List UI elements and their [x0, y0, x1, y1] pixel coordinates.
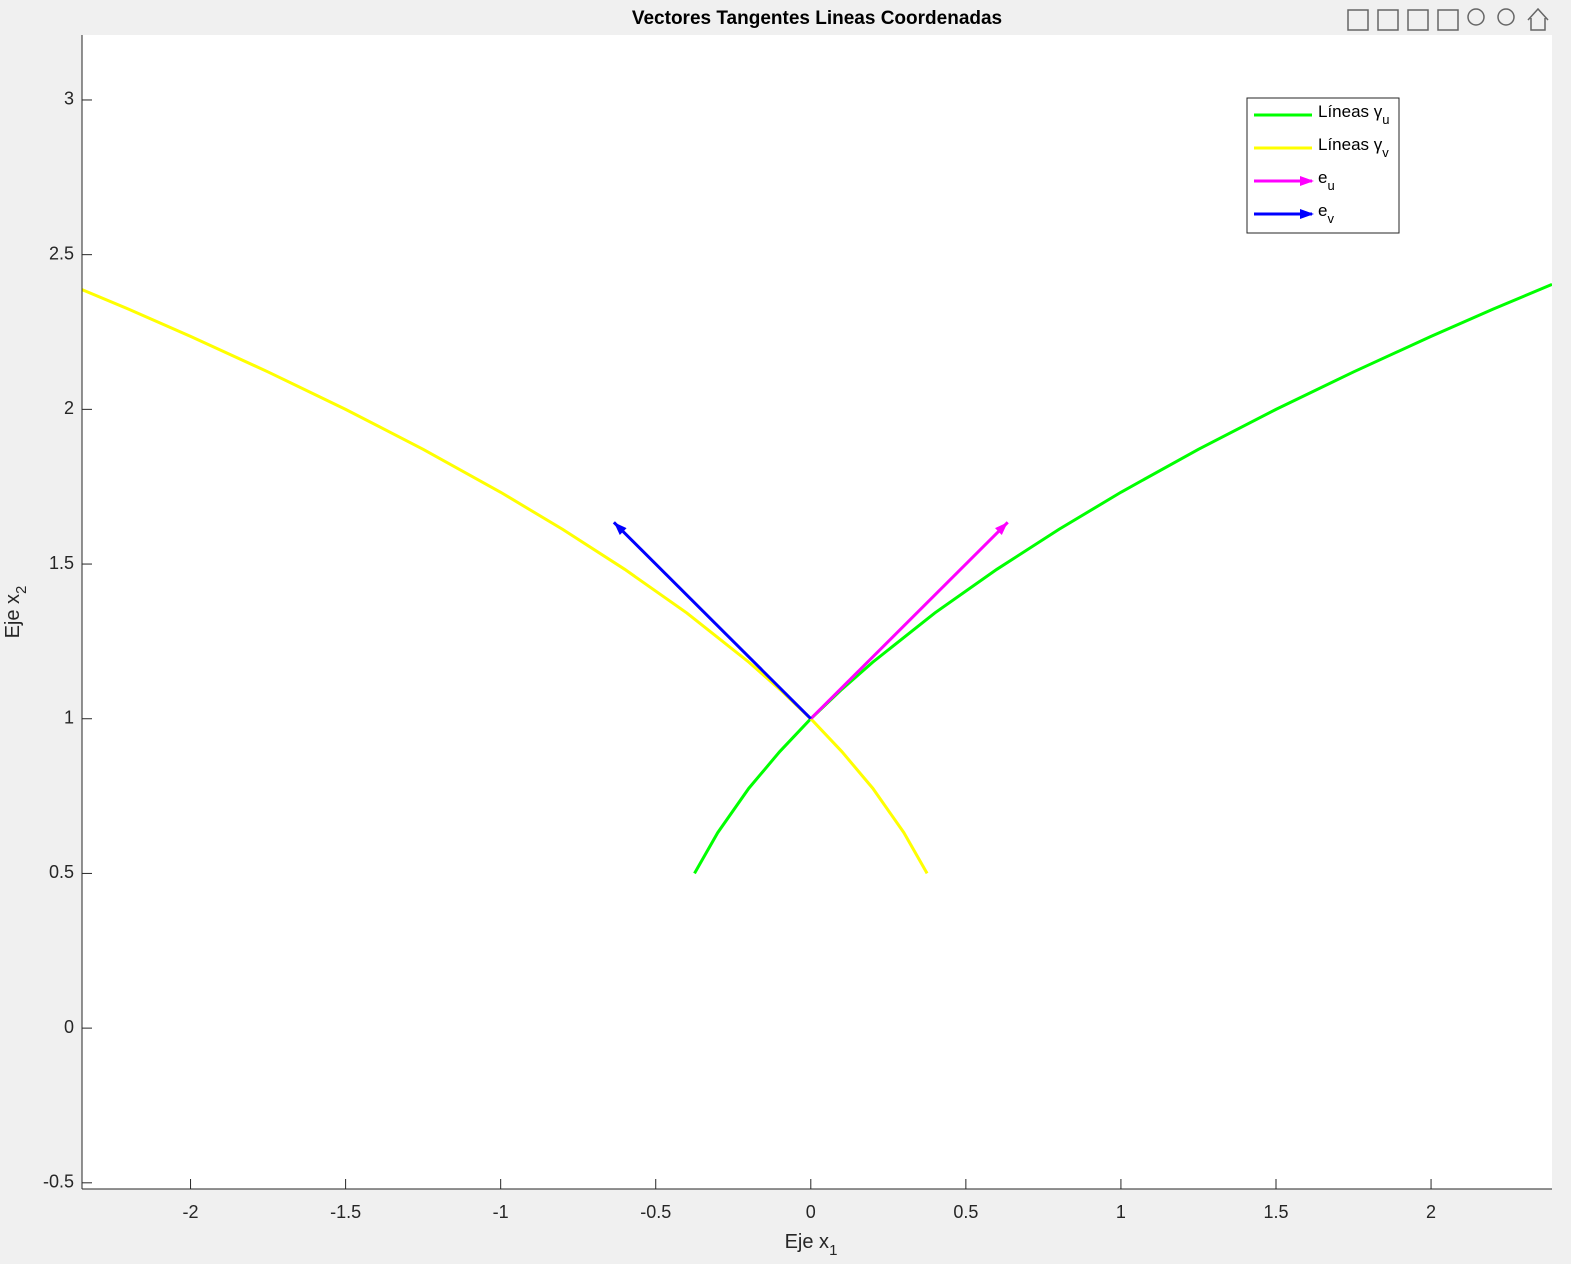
x-tick-label: 1.5: [1263, 1202, 1288, 1222]
x-tick-label: -1.5: [330, 1202, 361, 1222]
toolbar-legend[interactable]: [1407, 9, 1429, 31]
toolbar-edit[interactable]: [1347, 9, 1369, 31]
plot-area: [82, 282, 1552, 875]
legend-box: [1246, 97, 1400, 234]
legend-label-text: e: [1318, 201, 1327, 220]
legend-label: Líneas γu: [1318, 102, 1390, 127]
legend-label-subscript: u: [1382, 112, 1389, 127]
x-tick-label: -2: [183, 1202, 199, 1222]
toolbar-zoom-in[interactable]: [1467, 8, 1485, 26]
legend-label-text: Líneas γ: [1318, 135, 1383, 154]
x-tick-label: 0: [806, 1202, 816, 1222]
arrow-head: [613, 522, 627, 535]
x-tick-label: 1: [1116, 1202, 1126, 1222]
legend-label: eu: [1318, 168, 1335, 193]
y-axis-label: Eje x2: [2, 586, 30, 639]
x-axis-label: Eje x1: [785, 1231, 838, 1259]
y-tick-label: 3: [64, 89, 74, 109]
y-tick-label: -0.5: [43, 1172, 74, 1192]
x-tick-label: 2: [1426, 1202, 1436, 1222]
legend-label: Líneas γv: [1318, 135, 1389, 160]
y-tick-label: 1: [64, 707, 74, 727]
curve: [693, 282, 1552, 875]
arrow-head: [995, 522, 1008, 535]
x-label-text: Eje x: [785, 1231, 829, 1253]
y-tick-label: 1.5: [49, 553, 74, 573]
toolbar-pan[interactable]: [1437, 9, 1459, 31]
legend-label-subscript: v: [1327, 211, 1334, 226]
legend-arrow-head: [1300, 176, 1314, 186]
x-label-subscript: 1: [829, 1242, 837, 1259]
y-label-text: Eje x: [2, 594, 24, 638]
legend-label-text: Líneas γ: [1318, 102, 1383, 121]
y-tick-label: 0: [64, 1017, 74, 1037]
toolbar-brush[interactable]: [1377, 9, 1399, 31]
x-tick-label: -1: [493, 1202, 509, 1222]
legend-label: ev: [1318, 201, 1334, 226]
toolbar-home[interactable]: [1527, 7, 1549, 31]
legend-label-subscript: v: [1382, 145, 1389, 160]
curve: [82, 288, 929, 875]
toolbar-zoom-out[interactable]: [1497, 8, 1515, 26]
arrow-shaft: [809, 521, 1009, 720]
y-label-subscript: 2: [13, 586, 30, 594]
chart-title: Vectores Tangentes Lineas Coordenadas: [632, 8, 1002, 29]
y-tick-label: 2: [64, 398, 74, 418]
y-tick-label: 2.5: [49, 243, 74, 263]
x-tick-label: 0.5: [953, 1202, 978, 1222]
x-tick-label: -0.5: [640, 1202, 671, 1222]
y-tick-label: 0.5: [49, 862, 74, 882]
arrow-shaft: [612, 521, 812, 720]
legend-arrow-head: [1300, 209, 1314, 219]
legend-label-subscript: u: [1327, 178, 1334, 193]
toolbar[interactable]: [1347, 7, 1549, 31]
legend-label-text: e: [1318, 168, 1327, 187]
